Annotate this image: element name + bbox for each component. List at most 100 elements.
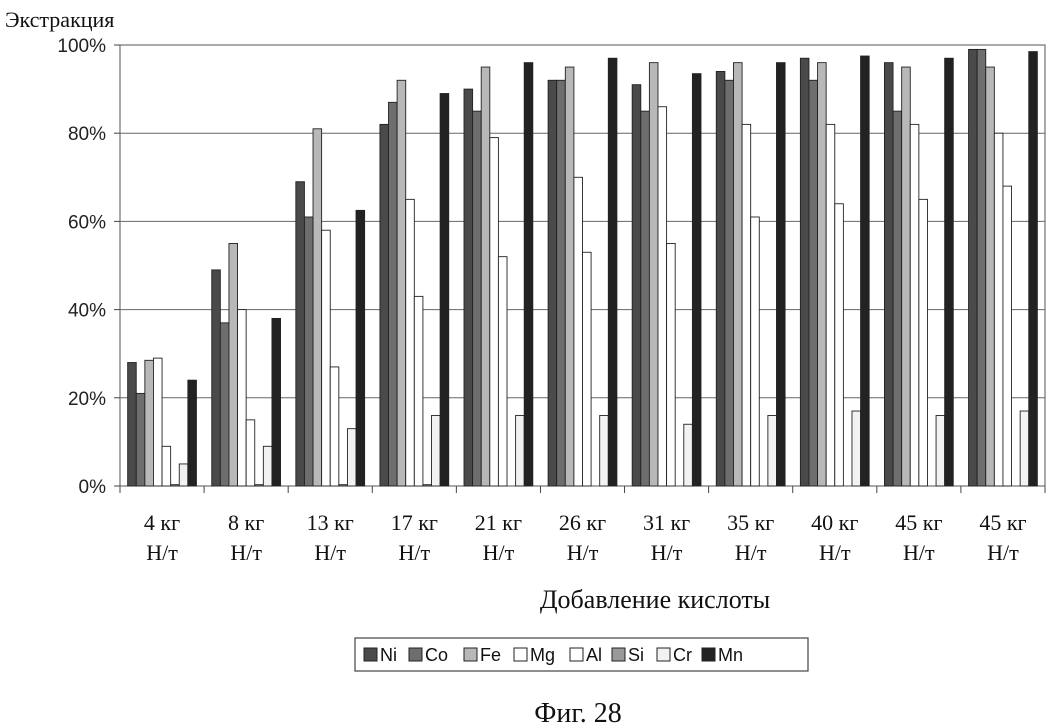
legend-label-co: Co xyxy=(425,645,448,665)
legend-swatch-si xyxy=(612,648,625,661)
legend-label-fe: Fe xyxy=(480,645,501,665)
bar-si xyxy=(339,485,348,486)
bar-fe xyxy=(565,67,574,486)
bar-cr xyxy=(516,415,525,486)
bar-co xyxy=(893,111,902,486)
legend-label-al: Al xyxy=(586,645,602,665)
x-tick-label: 45 кг xyxy=(895,510,942,535)
bar-co xyxy=(641,111,650,486)
bar-al xyxy=(667,243,676,486)
bar-mn xyxy=(945,58,954,486)
bar-al xyxy=(835,204,844,486)
bar-fe xyxy=(818,63,827,486)
bar-mn xyxy=(356,210,365,486)
bar-mg xyxy=(742,124,751,486)
bar-co xyxy=(473,111,482,486)
bar-ni xyxy=(212,270,221,486)
bar-mg xyxy=(910,124,919,486)
bar-ni xyxy=(969,49,978,486)
bar-ni xyxy=(128,363,137,486)
bar-al xyxy=(162,446,171,486)
bar-fe xyxy=(902,67,911,486)
bar-co xyxy=(809,80,818,486)
bar-mn xyxy=(524,63,533,486)
x-tick-label: 21 кг xyxy=(475,510,522,535)
legend-label-si: Si xyxy=(628,645,644,665)
bar-fe xyxy=(986,67,995,486)
bar-fe xyxy=(649,63,658,486)
x-tick-label: Н/т xyxy=(987,540,1019,565)
bar-fe xyxy=(397,80,406,486)
x-tick-label: 35 кг xyxy=(727,510,774,535)
bar-mg xyxy=(574,177,583,486)
x-tick-label: 31 кг xyxy=(643,510,690,535)
bar-ni xyxy=(632,85,641,486)
bar-mn xyxy=(608,58,617,486)
bar-fe xyxy=(145,360,154,486)
bar-cr xyxy=(1020,411,1029,486)
legend-label-mn: Mn xyxy=(718,645,743,665)
bar-al xyxy=(414,296,423,486)
legend-swatch-co xyxy=(409,648,422,661)
bar-mn xyxy=(692,74,701,486)
bar-ni xyxy=(548,80,557,486)
x-tick-label: Н/т xyxy=(230,540,262,565)
bar-mn xyxy=(776,63,785,486)
bar-fe xyxy=(229,243,238,486)
bar-ni xyxy=(800,58,809,486)
x-tick-label: Н/т xyxy=(735,540,767,565)
x-tick-label: Н/т xyxy=(567,540,599,565)
legend-swatch-al xyxy=(570,648,583,661)
legend-swatch-mn xyxy=(702,648,715,661)
bar-co xyxy=(136,393,145,486)
figure-caption: Фиг. 28 xyxy=(534,698,621,728)
y-tick-label: 40% xyxy=(68,301,106,322)
x-tick-labels: 4 кгН/т8 кгН/т13 кгН/т17 кгН/т21 кгН/т26… xyxy=(144,510,1027,565)
bar-fe xyxy=(733,63,742,486)
legend-swatch-mg xyxy=(514,648,527,661)
x-tick-label: Н/т xyxy=(483,540,515,565)
bar-mg xyxy=(322,230,331,486)
x-tick-label: 45 кг xyxy=(979,510,1026,535)
bar-mn xyxy=(440,94,449,486)
bar-fe xyxy=(313,129,322,486)
bar-cr xyxy=(432,415,441,486)
y-tick-label: 0% xyxy=(79,477,107,498)
bar-mg xyxy=(153,358,162,486)
bar-al xyxy=(919,199,928,486)
bar-co xyxy=(389,102,398,486)
bar-mn xyxy=(188,380,197,486)
bar-al xyxy=(246,420,255,486)
bar-mn xyxy=(861,56,870,486)
bar-cr xyxy=(852,411,861,486)
bar-mg xyxy=(406,199,415,486)
bar-mg xyxy=(238,310,247,486)
legend-label-ni: Ni xyxy=(380,645,397,665)
legend-swatch-fe xyxy=(464,648,477,661)
bar-ni xyxy=(380,124,389,486)
bar-ni xyxy=(716,71,725,486)
x-tick-label: 4 кг xyxy=(144,510,180,535)
x-tick-label: Н/т xyxy=(146,540,178,565)
bar-fe xyxy=(481,67,490,486)
bar-mn xyxy=(272,318,281,486)
bar-mg xyxy=(658,107,667,486)
x-axis-title: Добавление кислоты xyxy=(540,585,770,614)
y-tick-label: 100% xyxy=(57,36,106,57)
x-tick-label: Н/т xyxy=(903,540,935,565)
y-tick-label: 80% xyxy=(68,124,106,145)
bar-al xyxy=(330,367,339,486)
bar-cr xyxy=(936,415,945,486)
y-axis-title: Экстракция xyxy=(5,7,114,32)
bar-ni xyxy=(296,182,305,486)
x-tick-label: Н/т xyxy=(314,540,346,565)
bar-al xyxy=(1003,186,1012,486)
x-tick-label: 26 кг xyxy=(559,510,606,535)
bar-al xyxy=(498,257,507,486)
y-tick-label: 60% xyxy=(68,212,106,233)
x-tick-label: 8 кг xyxy=(228,510,264,535)
bar-al xyxy=(583,252,592,486)
x-tick-label: 13 кг xyxy=(307,510,354,535)
x-tick-label: Н/т xyxy=(399,540,431,565)
